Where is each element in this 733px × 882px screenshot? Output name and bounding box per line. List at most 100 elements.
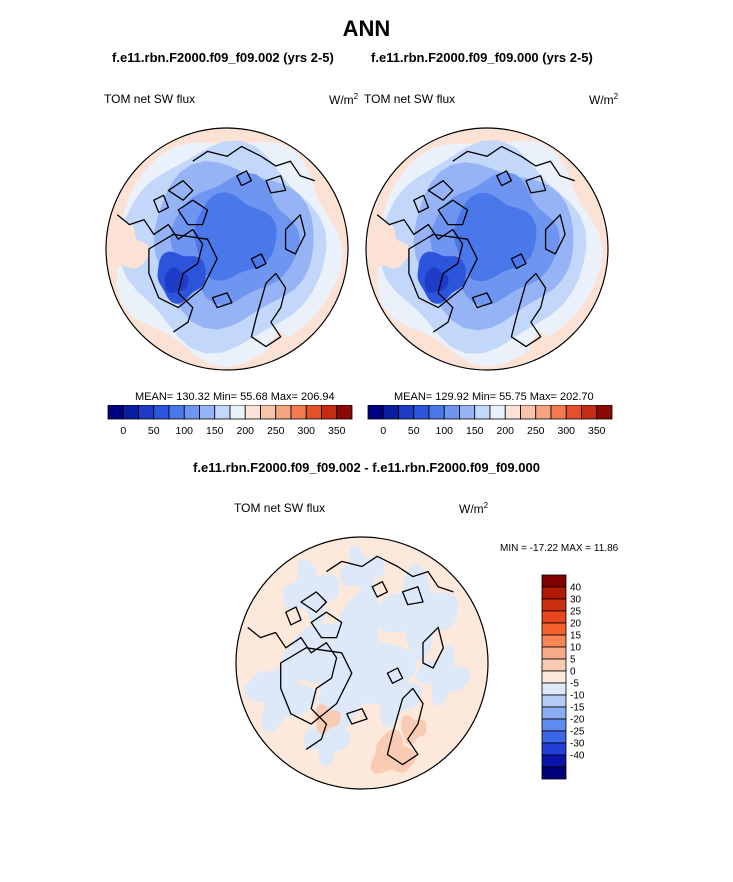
panel3-negative-region bbox=[244, 654, 318, 733]
case-b-title: f.e11.rbn.F2000.f09_f09.000 (yrs 2-5) bbox=[371, 50, 593, 65]
coastline bbox=[326, 555, 454, 593]
coastline bbox=[167, 180, 194, 201]
coastline bbox=[116, 214, 204, 333]
panel2-colorbar-tick: 350 bbox=[588, 425, 606, 437]
panel2-colorbar-box bbox=[428, 405, 445, 420]
panel3-colorbar-tick: -10 bbox=[570, 691, 585, 702]
panel3-stats: MIN = -17.22 MAX = 11.86 bbox=[500, 543, 619, 554]
panel3-colorbar-box bbox=[541, 622, 567, 636]
panel3-positive-region bbox=[314, 704, 341, 735]
panel2-colorbar-tick: 300 bbox=[557, 425, 575, 437]
panel2-colorbar-tick: 100 bbox=[435, 425, 453, 437]
panel2-colorbar-box bbox=[550, 405, 567, 420]
panel3-colorbar-tick: -5 bbox=[570, 679, 579, 690]
panel1-colorbar-tick: 100 bbox=[175, 425, 193, 437]
coastline bbox=[525, 175, 547, 194]
panel3-colorbar-tick: 40 bbox=[570, 583, 582, 594]
panel3-colorbar-box bbox=[541, 754, 567, 768]
panel2-colorbar-tick: 200 bbox=[496, 425, 514, 437]
panel2-variable-label: TOM net SW flux bbox=[364, 92, 456, 106]
panel2-colorbar-tick: 0 bbox=[380, 425, 386, 437]
panel1-colorbar-box bbox=[214, 405, 231, 420]
panel3-colorbar-tick: -20 bbox=[570, 715, 585, 726]
panel3-colorbar-box bbox=[541, 718, 567, 732]
panel2-map-border bbox=[365, 127, 609, 371]
panel1-colorbar-tick: 300 bbox=[297, 425, 315, 437]
panel3-variable-label: TOM net SW flux bbox=[234, 501, 326, 515]
coastline bbox=[236, 170, 253, 187]
panel1-colorbar-box bbox=[305, 405, 322, 420]
panel2-colorbar-box bbox=[443, 405, 460, 420]
panel3-colorbar-tick: 15 bbox=[570, 631, 582, 642]
panel3-colorbar-tick: 5 bbox=[570, 655, 576, 666]
panel3-negative-region bbox=[377, 563, 459, 661]
panel3-colorbar-box bbox=[541, 658, 567, 672]
coastline bbox=[284, 214, 306, 255]
panel1-colorbar-box bbox=[275, 405, 292, 420]
panel1-colorbar: 0 50 100 150 200 250 300 350 bbox=[107, 405, 353, 437]
panel3-map-border bbox=[235, 536, 489, 790]
case-a-title: f.e11.rbn.F2000.f09_f09.002 (yrs 2-5) bbox=[112, 50, 334, 65]
coastline bbox=[250, 253, 267, 270]
coastline bbox=[280, 647, 353, 725]
panel3-colorbar-box bbox=[541, 730, 567, 744]
panel3-colorbar-box bbox=[541, 670, 567, 684]
panel1-colorbar-box bbox=[138, 405, 155, 420]
panel2-field-level bbox=[366, 222, 410, 270]
panel2-colorbar-box bbox=[535, 405, 552, 420]
panel3-colorbar-tick: -25 bbox=[570, 727, 585, 738]
panel1-field-level bbox=[194, 192, 277, 281]
coastline bbox=[408, 233, 478, 309]
panel2-colorbar-box bbox=[489, 405, 506, 420]
panel1-colorbar-box bbox=[183, 405, 200, 420]
coastline bbox=[510, 253, 527, 270]
panel2-polar-map bbox=[365, 127, 609, 371]
panel3-colorbar-box bbox=[541, 766, 567, 780]
panel3-colorbar-tick: -15 bbox=[570, 703, 585, 714]
coastline bbox=[452, 145, 576, 182]
panel2-colorbar-tick: 250 bbox=[527, 425, 545, 437]
panel3-negative-region bbox=[415, 645, 471, 707]
panel2-colorbar-box bbox=[367, 405, 384, 420]
coastline bbox=[386, 667, 404, 684]
panel2-colorbar-box bbox=[459, 405, 476, 420]
panel2-colorbar-box bbox=[596, 405, 613, 420]
panel2-units-label: W/m2 bbox=[589, 92, 618, 107]
panel3-colorbar-box bbox=[541, 646, 567, 660]
panel1-colorbar-box bbox=[122, 405, 139, 420]
panel1-units-label: W/m2 bbox=[329, 92, 358, 107]
panel1-colorbar-box bbox=[107, 405, 124, 420]
coastline bbox=[413, 194, 430, 214]
panel3-colorbar-box bbox=[541, 610, 567, 624]
coastline bbox=[247, 626, 338, 750]
panel3-colorbar-tick: 30 bbox=[570, 595, 582, 606]
coastline bbox=[265, 175, 287, 194]
panel2-colorbar-box bbox=[413, 405, 430, 420]
coastline bbox=[211, 292, 233, 309]
panel1-colorbar-box bbox=[260, 405, 277, 420]
panel1-colorbar-box bbox=[168, 405, 185, 420]
diff-title: f.e11.rbn.F2000.f09_f09.002 - f.e11.rbn.… bbox=[193, 460, 540, 475]
panel1-map-border bbox=[105, 127, 349, 371]
panel1-units-sup: 2 bbox=[353, 92, 359, 101]
panel3-negative-region bbox=[362, 659, 423, 728]
panel3-colorbar-tick: 20 bbox=[570, 619, 582, 630]
panel1-colorbar-box bbox=[290, 405, 307, 420]
panel2-stats: MEAN= 129.92 Min= 55.75 Max= 202.70 bbox=[394, 391, 594, 403]
panel2-units-sup: 2 bbox=[613, 92, 619, 101]
panel3-colorbar-box bbox=[541, 574, 567, 588]
coastline bbox=[510, 272, 547, 348]
panel2-colorbar-tick: 150 bbox=[466, 425, 484, 437]
panel3-colorbar-tick: 10 bbox=[570, 643, 582, 654]
panel1-colorbar-box bbox=[229, 405, 246, 420]
panel3-colorbar-box bbox=[541, 634, 567, 648]
panel2-field-level bbox=[454, 193, 537, 282]
coastline bbox=[371, 581, 389, 598]
coastline bbox=[300, 591, 328, 613]
panel1-colorbar-tick: 50 bbox=[148, 425, 160, 437]
coastline bbox=[177, 199, 209, 226]
panel3-units-sup: 2 bbox=[483, 501, 489, 510]
panel2-colorbar-box bbox=[565, 405, 582, 420]
coastline bbox=[310, 611, 343, 639]
